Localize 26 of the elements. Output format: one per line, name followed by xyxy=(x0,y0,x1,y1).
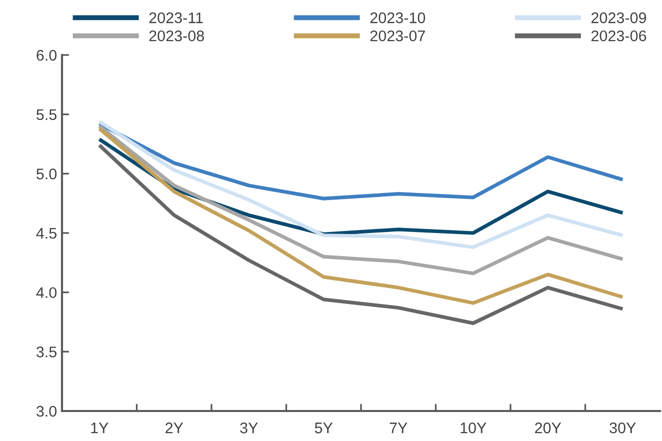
line-series xyxy=(98,126,624,305)
x-tick-label: 1Y xyxy=(91,422,108,434)
legend-label: 2023-10 xyxy=(370,12,426,24)
legend-label: 2023-07 xyxy=(370,30,425,42)
x-tick-label: 30Y xyxy=(610,422,636,434)
line-series xyxy=(98,120,624,250)
legend-label: 2023-11 xyxy=(149,12,203,24)
y-tick-label: 3.5 xyxy=(36,346,56,358)
legend-label: 2023-09 xyxy=(591,12,646,24)
line-series xyxy=(98,143,624,325)
x-tick-label: 7Y xyxy=(390,422,408,434)
x-tick-label: 3Y xyxy=(240,422,258,434)
y-tick-label: 5.5 xyxy=(36,109,56,120)
x-tick-label: 5Y xyxy=(314,422,333,434)
y-tick-label: 3.0 xyxy=(36,406,57,417)
legend-label: 2023-08 xyxy=(149,30,204,42)
line-series xyxy=(98,124,624,276)
line-series xyxy=(98,122,624,200)
legend-label: 2023-06 xyxy=(591,30,646,42)
y-tick-label: 4.0 xyxy=(36,287,57,298)
y-tick-label: 6.0 xyxy=(36,50,57,61)
x-tick-label: 20Y xyxy=(535,422,562,434)
y-tick-label: 4.5 xyxy=(36,228,56,239)
x-tick-label: 2Y xyxy=(166,422,184,434)
x-tick-label: 10Y xyxy=(460,422,486,434)
y-tick-label: 5.0 xyxy=(36,168,57,180)
